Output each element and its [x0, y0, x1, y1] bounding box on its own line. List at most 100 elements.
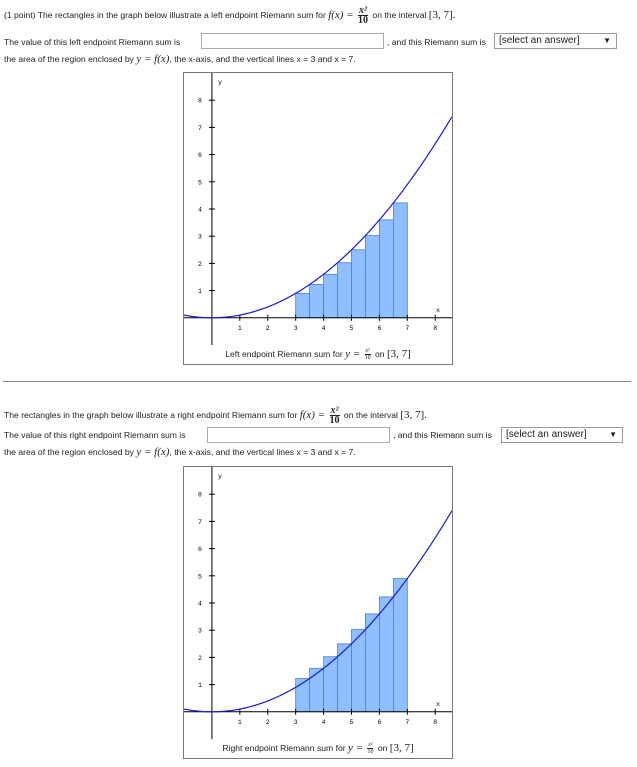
function-curve [183, 510, 453, 713]
riemann-bar-2 [309, 667, 324, 713]
problem1-answer-select[interactable]: [select an answer] ▼ [494, 33, 617, 49]
problem2-frac-numerator: x² [329, 405, 340, 416]
problem2-answer-input[interactable] [207, 427, 390, 443]
problem2-value-label: The value of this right endpoint Riemann… [4, 430, 186, 440]
y-tick-label-6: 6 [198, 152, 202, 159]
y-tick-label-5: 5 [198, 573, 202, 580]
riemann-bar-1 [295, 292, 311, 319]
riemann-bar-8 [392, 578, 408, 713]
problem1-function-fraction: x² 10 [358, 5, 369, 26]
riemann-bar-7 [379, 219, 394, 319]
problem2-interval-text: on the interval [343, 409, 398, 420]
problem1-frac-numerator: x² [358, 5, 369, 16]
problem1-answer-input[interactable] [201, 33, 384, 49]
problem1-interval-text: on the interval [372, 9, 427, 20]
dropdown-arrow-icon: ▼ [603, 36, 611, 45]
problem2-function-fraction: x² 10 [329, 405, 340, 426]
problem2-caption-interval: [3, 7] [389, 742, 414, 754]
problem1-caption-numerator: x² [364, 348, 371, 356]
problem1-caption-text: Left endpoint Riemann sum for [225, 349, 343, 359]
section-divider [3, 381, 631, 382]
problem1-riemann-chart: 1 2 3 4 5 6 7 8 1 2 3 4 5 6 7 8 x y [183, 73, 453, 345]
problem2-frac-denominator: 10 [329, 415, 340, 426]
problem2-prefix: The rectangles in the graph below illust… [4, 409, 298, 420]
problem1-prefix: (1 point) The rectangles in the graph be… [4, 9, 326, 20]
y-tick-label-2: 2 [198, 261, 202, 268]
problem1-area-text: the area of the region enclosed by [4, 54, 134, 64]
x-tick-label-2: 2 [266, 325, 270, 332]
y-tick-label-1: 1 [198, 682, 202, 689]
y-tick-label-6: 6 [198, 546, 202, 553]
dropdown-arrow-icon: ▼ [609, 430, 617, 439]
y-tick-label-7: 7 [198, 519, 202, 526]
y-tick-label-8: 8 [198, 492, 202, 499]
problem2-area-text-2: , the x-axis, and the vertical lines x =… [169, 447, 356, 457]
problem1-caption-on: on [374, 349, 385, 359]
problem2-area-line: the area of the region enclosed by y = f… [4, 446, 356, 458]
problem2-area-text: the area of the region enclosed by [4, 447, 134, 457]
y-tick-label-2: 2 [198, 655, 202, 662]
problem1-function-lhs: f(x) = [328, 8, 354, 21]
problem1-area-math: y = f(x) [136, 53, 170, 65]
x-tick-label-4: 4 [322, 325, 326, 332]
x-tick-label-8: 8 [433, 325, 437, 332]
x-tick-label-3: 3 [294, 325, 298, 332]
problem1-graph-caption: Left endpoint Riemann sum for y = x² 10 o… [183, 345, 453, 365]
riemann-bar-7 [379, 596, 394, 713]
x-axis-label: x [436, 701, 440, 708]
problem2-caption-text: Right endpoint Riemann sum for [222, 743, 346, 753]
problem2-function-lhs: f(x) = [299, 408, 326, 421]
riemann-bar-4 [337, 262, 352, 319]
y-tick-label-4: 4 [198, 207, 202, 214]
problem2-caption-math: y = [348, 742, 364, 754]
problem2-caption-fraction: x² 10 [367, 742, 374, 756]
function-curve [183, 116, 453, 319]
y-tick-label-4: 4 [198, 601, 202, 608]
x-tick-label-6: 6 [377, 719, 381, 726]
y-axis-label: y [218, 79, 222, 86]
problem2-area-math: y = f(x) [136, 446, 170, 458]
problem2-riemann-chart: 1 2 3 4 5 6 7 8 1 2 3 4 5 6 7 8 x y [183, 467, 453, 739]
x-tick-label-5: 5 [350, 719, 354, 726]
problem1-area-line: the area of the region enclosed by y = f… [4, 53, 356, 65]
y-tick-label-7: 7 [198, 125, 202, 132]
y-tick-label-5: 5 [198, 179, 202, 186]
problem1-and-label: , and this Riemann sum is [387, 37, 486, 47]
problem2-caption-numerator: x² [367, 742, 374, 750]
riemann-bar-8 [392, 202, 408, 319]
x-tick-label-3: 3 [294, 719, 298, 726]
problem1-caption-denominator: 10 [364, 355, 371, 362]
problem2-and-label: , and this Riemann sum is [393, 430, 492, 440]
problem1-caption-math: y = [345, 348, 361, 360]
problem2-answer-select[interactable]: [select an answer] ▼ [501, 427, 623, 443]
problem1-interval: [3, 7]. [428, 8, 456, 21]
x-tick-label-1: 1 [238, 719, 242, 726]
y-tick-label-3: 3 [198, 234, 202, 241]
riemann-bar-5 [351, 249, 366, 319]
riemann-bar-2 [309, 284, 324, 319]
problem1-area-text-2: , the x-axis, and the vertical lines x =… [169, 54, 356, 64]
riemann-bar-6 [365, 235, 380, 319]
problem2-select-value: [select an answer] [506, 429, 587, 440]
riemann-bar-3 [323, 656, 338, 713]
y-axis-label: y [218, 473, 222, 480]
x-tick-label-1: 1 [238, 325, 242, 332]
x-tick-label-5: 5 [350, 325, 354, 332]
riemann-bar-6 [365, 613, 380, 713]
problem1-caption-interval: [3, 7] [386, 348, 411, 360]
x-axis-label: x [436, 307, 440, 314]
problem2-graph-caption: Right endpoint Riemann sum for y = x² 10 … [183, 739, 453, 759]
x-tick-label-6: 6 [377, 325, 381, 332]
x-tick-label-7: 7 [405, 325, 409, 332]
x-tick-label-2: 2 [266, 719, 270, 726]
x-tick-label-7: 7 [405, 719, 409, 726]
problem1-caption-fraction: x² 10 [364, 348, 371, 362]
problem2-interval: [3, 7]. [400, 408, 427, 421]
problem1-select-value: [select an answer] [499, 35, 580, 46]
problem2-graph: 1 2 3 4 5 6 7 8 1 2 3 4 5 6 7 8 x y [183, 466, 453, 740]
y-tick-label-8: 8 [198, 98, 202, 105]
problem2-intro-line: The rectangles in the graph below illust… [4, 405, 427, 426]
x-tick-label-8: 8 [433, 719, 437, 726]
problem1-intro-line: (1 point) The rectangles in the graph be… [4, 5, 456, 26]
problem2-caption-denominator: 10 [367, 749, 374, 756]
